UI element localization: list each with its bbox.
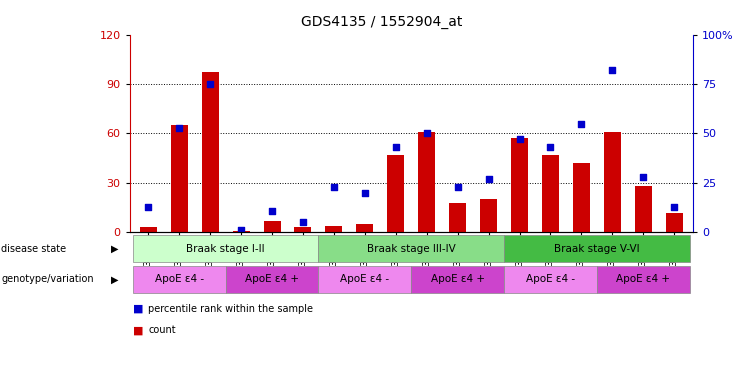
- Bar: [140, 227, 157, 232]
- Bar: [225, 266, 319, 293]
- Bar: [504, 266, 597, 293]
- Text: Braak stage III-IV: Braak stage III-IV: [367, 243, 456, 254]
- Bar: [133, 266, 225, 293]
- Text: ApoE ε4 -: ApoE ε4 -: [340, 274, 390, 285]
- Bar: [319, 266, 411, 293]
- Point: [235, 227, 247, 233]
- Bar: [604, 132, 621, 232]
- Bar: [504, 235, 690, 263]
- Point: [637, 174, 649, 180]
- Bar: [635, 186, 652, 232]
- Bar: [202, 73, 219, 232]
- Text: disease state: disease state: [1, 243, 67, 254]
- Point: [421, 131, 433, 137]
- Point: [142, 204, 154, 210]
- Point: [606, 67, 618, 73]
- Bar: [294, 227, 311, 232]
- Point: [576, 121, 588, 127]
- Text: Braak stage V-VI: Braak stage V-VI: [554, 243, 639, 254]
- Bar: [388, 155, 405, 232]
- Text: Braak stage I-II: Braak stage I-II: [186, 243, 265, 254]
- Text: ■: ■: [133, 304, 144, 314]
- Bar: [665, 213, 682, 232]
- Text: ApoE ε4 +: ApoE ε4 +: [617, 274, 671, 285]
- Point: [297, 219, 309, 225]
- Text: ApoE ε4 -: ApoE ε4 -: [155, 274, 204, 285]
- Bar: [264, 221, 281, 232]
- Point: [668, 204, 680, 210]
- Point: [514, 136, 525, 142]
- Bar: [325, 226, 342, 232]
- Bar: [133, 235, 319, 263]
- Text: ApoE ε4 +: ApoE ε4 +: [245, 274, 299, 285]
- Point: [390, 144, 402, 151]
- Point: [173, 124, 185, 131]
- Point: [545, 144, 556, 151]
- Text: count: count: [148, 325, 176, 335]
- Text: ▶: ▶: [111, 243, 119, 254]
- Text: GDS4135 / 1552904_at: GDS4135 / 1552904_at: [301, 15, 462, 29]
- Bar: [356, 224, 373, 232]
- Bar: [319, 235, 504, 263]
- Bar: [449, 203, 466, 232]
- Text: genotype/variation: genotype/variation: [1, 274, 94, 285]
- Text: ■: ■: [133, 325, 144, 335]
- Text: ▶: ▶: [111, 274, 119, 285]
- Bar: [573, 163, 590, 232]
- Bar: [511, 138, 528, 232]
- Bar: [542, 155, 559, 232]
- Bar: [411, 266, 504, 293]
- Text: ApoE ε4 -: ApoE ε4 -: [526, 274, 575, 285]
- Bar: [480, 199, 497, 232]
- Point: [266, 207, 278, 214]
- Text: percentile rank within the sample: percentile rank within the sample: [148, 304, 313, 314]
- Bar: [597, 266, 690, 293]
- Point: [359, 190, 370, 196]
- Point: [482, 176, 494, 182]
- Bar: [170, 125, 187, 232]
- Bar: [418, 132, 435, 232]
- Point: [205, 81, 216, 87]
- Point: [452, 184, 464, 190]
- Text: ApoE ε4 +: ApoE ε4 +: [431, 274, 485, 285]
- Point: [328, 184, 340, 190]
